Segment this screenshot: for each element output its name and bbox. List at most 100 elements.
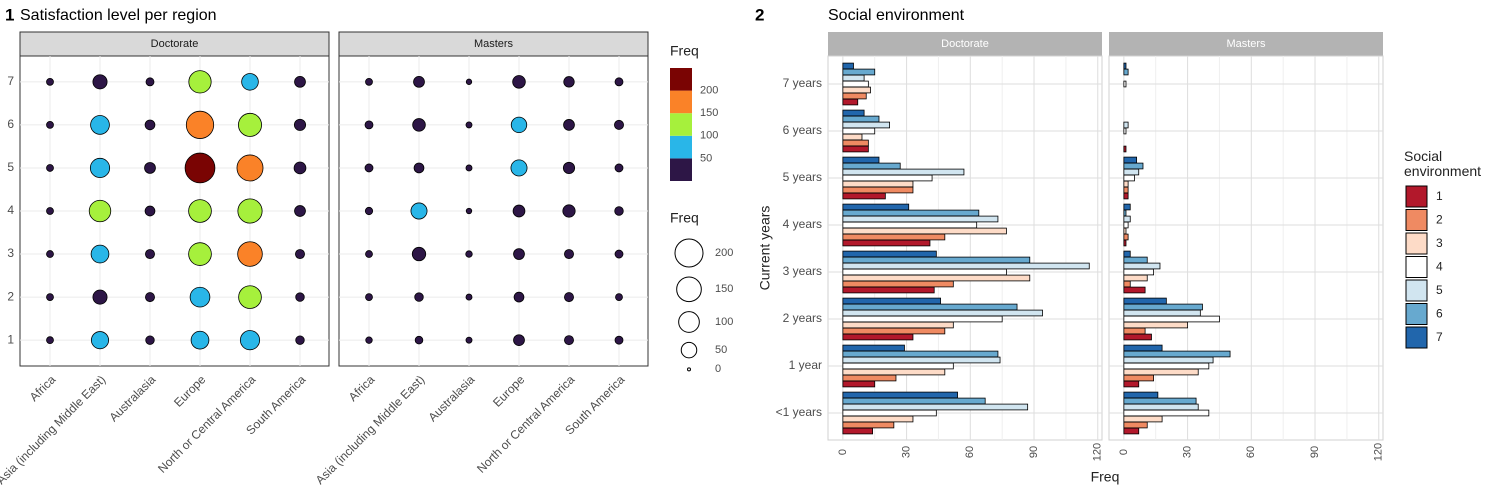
legend-label: 100 — [715, 316, 733, 328]
bar — [1123, 233, 1129, 241]
y-axis-label: Current years — [757, 206, 773, 291]
bar — [842, 280, 954, 288]
x-tick-label: 120 — [1373, 443, 1385, 461]
bar — [842, 380, 876, 388]
bar — [1123, 380, 1140, 388]
bar — [1123, 162, 1144, 170]
bar — [842, 192, 886, 200]
bar — [1123, 356, 1214, 364]
bubble — [46, 164, 54, 172]
strip — [19, 31, 330, 57]
bar — [1123, 297, 1167, 305]
bubble — [564, 335, 574, 346]
bar — [842, 374, 897, 382]
bar — [842, 397, 986, 405]
bubble — [145, 292, 155, 303]
bar — [1123, 121, 1129, 129]
bubble — [411, 246, 427, 262]
bar — [1123, 68, 1129, 76]
bar — [1123, 80, 1127, 88]
bar — [842, 92, 867, 100]
bar — [842, 156, 880, 164]
x-tick-label: 60 — [1245, 446, 1257, 458]
bar — [1123, 262, 1161, 270]
bubble — [188, 242, 212, 266]
bubble — [414, 335, 424, 345]
x-tick-label: Europe — [171, 372, 208, 409]
y-tick-label: 3 years — [783, 264, 822, 278]
y-tick-label: 3 — [7, 246, 14, 260]
bubble — [239, 330, 261, 351]
strip — [828, 32, 1102, 56]
panel-label: 2 — [755, 5, 764, 24]
bar — [842, 68, 876, 76]
strip-label: Doctorate — [151, 38, 199, 50]
legend-label: 3 — [1436, 236, 1443, 250]
bar — [1123, 256, 1148, 264]
bubble — [236, 154, 264, 182]
bar — [842, 121, 890, 129]
bubble — [184, 152, 216, 184]
legend-key — [1405, 303, 1428, 325]
bubble — [564, 292, 574, 303]
bubble — [365, 336, 373, 344]
bar — [1123, 368, 1199, 376]
bar — [1123, 203, 1131, 211]
bubble — [465, 207, 473, 215]
x-tick-label: Africa — [346, 372, 378, 404]
bar — [842, 391, 958, 399]
y-tick-label: 7 years — [783, 76, 822, 90]
bar — [1123, 209, 1127, 217]
legend-label: 4 — [1436, 260, 1443, 274]
bubble — [144, 162, 156, 174]
chart-title: Social environment — [828, 7, 965, 24]
bubble — [512, 75, 526, 89]
legend-bubble — [676, 276, 702, 303]
bubble — [365, 77, 373, 86]
bubble — [562, 204, 576, 218]
bubble — [238, 285, 262, 309]
bar — [842, 227, 1007, 235]
bar — [842, 209, 980, 217]
bubble — [513, 248, 525, 260]
bubble — [90, 331, 110, 350]
bar — [842, 256, 1031, 264]
y-tick-label: 6 years — [783, 123, 822, 137]
legend-label: 5 — [1436, 283, 1443, 297]
y-tick-label: 6 — [7, 117, 14, 131]
bubble — [413, 162, 425, 174]
bubble — [614, 335, 624, 345]
bar — [1123, 174, 1135, 182]
bar — [842, 145, 869, 153]
bubble — [90, 244, 110, 264]
bar — [1123, 268, 1155, 276]
bubble — [562, 161, 576, 174]
legend-key — [1405, 209, 1428, 231]
bar — [842, 333, 914, 341]
bubble — [614, 119, 624, 130]
bar — [1123, 280, 1131, 288]
bar — [842, 221, 978, 229]
y-tick-label: <1 years — [776, 405, 822, 419]
bar — [842, 268, 1007, 276]
bubble — [188, 70, 212, 94]
bar — [842, 250, 937, 258]
bubble — [513, 291, 525, 303]
bubble — [465, 250, 473, 258]
bar — [842, 239, 931, 247]
legend-label: 1 — [1436, 189, 1443, 203]
bubble — [145, 335, 155, 345]
bubble — [144, 119, 156, 131]
bar — [1123, 415, 1163, 423]
bubble — [46, 250, 54, 258]
strip-label: Masters — [474, 38, 514, 50]
bubble — [364, 206, 374, 216]
bubble — [513, 334, 525, 347]
legend-key — [1405, 256, 1428, 278]
bar — [842, 203, 910, 211]
legend-label: 7 — [1436, 330, 1443, 344]
bar — [1123, 321, 1188, 329]
legend-label: 150 — [715, 283, 733, 295]
y-tick-label: 4 years — [783, 217, 822, 231]
bubble — [412, 118, 426, 132]
